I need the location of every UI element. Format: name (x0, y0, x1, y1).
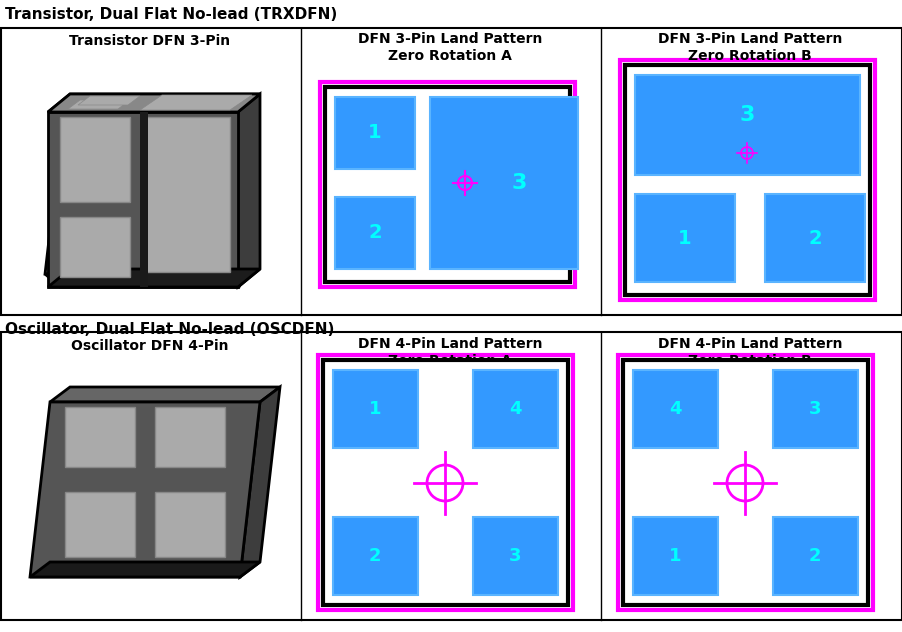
Polygon shape (65, 492, 135, 557)
Text: 3: 3 (511, 173, 526, 193)
Polygon shape (60, 117, 130, 202)
Bar (473, 517, 557, 595)
Polygon shape (155, 492, 225, 557)
Bar (323, 360, 567, 605)
Polygon shape (240, 387, 280, 577)
Bar (772, 370, 857, 448)
Bar (632, 370, 717, 448)
Text: 2: 2 (808, 547, 820, 565)
Bar (429, 97, 577, 269)
Polygon shape (238, 94, 260, 287)
Bar (632, 517, 717, 595)
Polygon shape (48, 94, 260, 112)
Bar (327, 365, 562, 600)
Text: DFN 4-Pin Land Pattern
Zero Rotation B: DFN 4-Pin Land Pattern Zero Rotation B (657, 337, 842, 368)
Bar (335, 197, 415, 269)
Polygon shape (48, 112, 238, 287)
Bar (772, 517, 857, 595)
Polygon shape (30, 402, 260, 577)
Bar (622, 360, 867, 605)
Text: Oscillator DFN 4-Pin: Oscillator DFN 4-Pin (71, 339, 228, 353)
Polygon shape (45, 102, 244, 274)
Polygon shape (45, 274, 240, 287)
Text: 2: 2 (368, 224, 382, 243)
Bar (630, 70, 864, 290)
Text: DFN 4-Pin Land Pattern
Zero Rotation A: DFN 4-Pin Land Pattern Zero Rotation A (357, 337, 541, 368)
Polygon shape (65, 407, 135, 467)
Polygon shape (155, 407, 225, 467)
Bar (617, 355, 872, 610)
Bar (333, 370, 418, 448)
Bar (620, 60, 874, 300)
Text: 1: 1 (368, 123, 382, 142)
Bar (1, 332, 901, 620)
Text: Oscillator, Dual Flat No-lead (OSCDFN): Oscillator, Dual Flat No-lead (OSCDFN) (5, 322, 334, 337)
Text: 3: 3 (739, 105, 754, 125)
Polygon shape (48, 94, 260, 112)
Text: 3: 3 (508, 547, 520, 565)
Bar (318, 355, 573, 610)
Polygon shape (30, 562, 260, 577)
Bar (325, 87, 569, 282)
Text: 4: 4 (668, 400, 680, 418)
Text: 1: 1 (677, 229, 691, 248)
Polygon shape (78, 96, 140, 105)
Text: 3: 3 (808, 400, 820, 418)
Bar (329, 92, 565, 277)
Bar (319, 82, 575, 287)
Text: DFN 3-Pin Land Pattern
Zero Rotation B: DFN 3-Pin Land Pattern Zero Rotation B (657, 32, 842, 63)
Polygon shape (50, 387, 280, 402)
Bar (335, 97, 415, 169)
Polygon shape (48, 269, 260, 287)
Bar (634, 75, 859, 175)
Bar (764, 194, 864, 282)
Polygon shape (140, 95, 252, 110)
Polygon shape (60, 217, 130, 277)
Text: DFN 3-Pin Land Pattern
Zero Rotation A: DFN 3-Pin Land Pattern Zero Rotation A (357, 32, 541, 63)
Bar (1, 28, 901, 315)
Text: 2: 2 (368, 547, 381, 565)
Polygon shape (68, 100, 130, 109)
Bar (624, 65, 869, 295)
Bar (333, 517, 418, 595)
Bar (473, 370, 557, 448)
Text: 4: 4 (508, 400, 520, 418)
Bar (627, 365, 862, 600)
Bar (634, 194, 734, 282)
Text: 1: 1 (368, 400, 381, 418)
Polygon shape (140, 112, 148, 287)
Text: 2: 2 (807, 229, 821, 248)
Text: 1: 1 (668, 547, 680, 565)
Polygon shape (145, 117, 230, 272)
Text: Transistor DFN 3-Pin: Transistor DFN 3-Pin (69, 34, 230, 48)
Text: Transistor, Dual Flat No-lead (TRXDFN): Transistor, Dual Flat No-lead (TRXDFN) (5, 7, 336, 22)
